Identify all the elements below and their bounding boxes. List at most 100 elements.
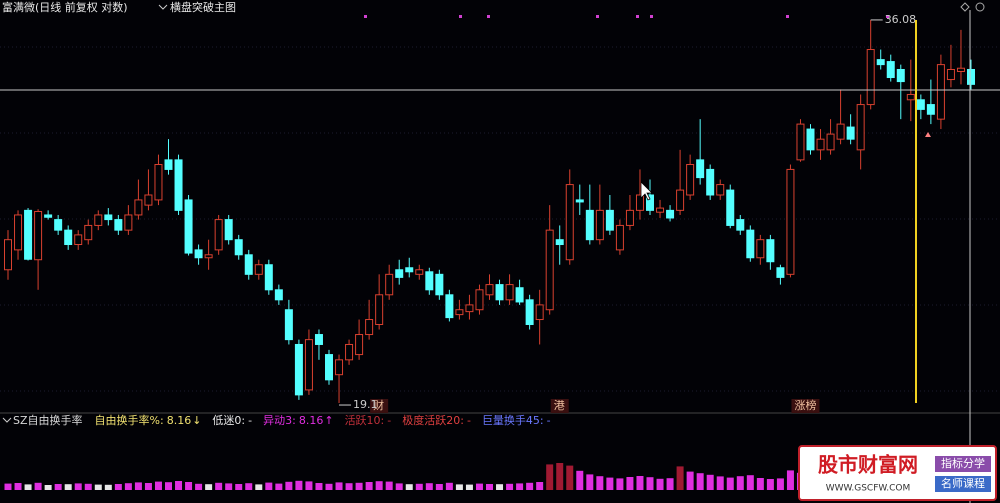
toolbar-icon[interactable] (975, 2, 985, 12)
candle-body (736, 219, 745, 231)
dropdown-icon[interactable] (2, 417, 12, 423)
legend-value: 8.16 (299, 414, 324, 427)
candle-body (335, 359, 344, 376)
candle-body (395, 269, 404, 278)
candle-body (826, 133, 835, 151)
candle-body (876, 59, 885, 66)
signal-dot (786, 15, 789, 18)
indicator-bar (415, 483, 423, 490)
candle-body (264, 264, 273, 291)
candle-body (124, 214, 133, 231)
candle-body (666, 209, 675, 219)
candle-body (44, 214, 53, 218)
indicator-bar (185, 482, 193, 490)
indicator-bar (676, 466, 684, 490)
candle-body (425, 271, 434, 291)
candle-body (926, 104, 935, 115)
signal-dot (886, 15, 889, 18)
candle-body (635, 194, 644, 211)
indicator-bar (255, 484, 263, 490)
candle-body (24, 209, 33, 260)
candle-body (244, 254, 253, 275)
indicator-bar (355, 482, 363, 490)
candle-body (284, 309, 293, 341)
candle-body (866, 49, 875, 106)
indicator-bar (205, 484, 213, 490)
candle-body (806, 128, 815, 151)
candle-body (375, 294, 384, 325)
candle-body (816, 138, 825, 151)
candle-body (515, 287, 524, 303)
watermark: 股市财富网 WWW.GSCFW.COM 指标分学 名师课程 (798, 445, 997, 501)
toolbar-icon[interactable] (960, 2, 970, 12)
candle-body (204, 254, 213, 259)
candle-body (856, 104, 865, 151)
candle-body (475, 289, 484, 311)
candle-body (304, 339, 313, 391)
indicator-bar (606, 477, 614, 490)
indicator-bar (295, 480, 303, 490)
candle-body (54, 219, 63, 231)
candle-body (94, 214, 103, 226)
indicator-bar (556, 463, 564, 490)
legend-value: - (387, 414, 391, 427)
indicator-bar (315, 483, 323, 490)
indicator-bar (165, 482, 172, 490)
candle-body (174, 159, 183, 211)
indicator-bar (516, 483, 524, 490)
candle-body (836, 123, 845, 140)
indicator-bar (776, 478, 784, 490)
candle-body (595, 209, 604, 241)
candle-body (575, 199, 584, 203)
candle-body (756, 239, 765, 259)
candle-body (967, 68, 975, 85)
indicator-bar (576, 470, 584, 490)
candle-body (164, 159, 173, 170)
candle-body (485, 284, 494, 296)
candle-body (74, 234, 83, 246)
candle-body (505, 284, 514, 301)
indicator-bar (114, 484, 122, 490)
indicator-bar (736, 476, 744, 490)
candle-body (405, 267, 414, 273)
dropdown-icon[interactable] (158, 4, 168, 10)
candle-body (605, 209, 614, 231)
candle-body (114, 219, 123, 231)
candle-body (84, 224, 93, 241)
indicator-bar (94, 484, 102, 490)
indicator-bar (64, 484, 72, 490)
indicator-bar (395, 483, 403, 490)
legend-value: 8.16 (167, 414, 192, 427)
candle-body (706, 168, 715, 196)
indicator-bar (656, 478, 664, 490)
indicator-bar (144, 483, 152, 490)
candle-body (535, 304, 544, 321)
candle-body (796, 123, 805, 161)
signal-dot (636, 15, 639, 18)
candle-body (786, 168, 795, 275)
indicator-bar (375, 481, 383, 490)
watermark-tag-box (935, 456, 991, 472)
indicator-bar (686, 471, 694, 490)
candle-body (345, 343, 354, 361)
indicator-bar (766, 479, 774, 490)
candle-body (686, 164, 695, 196)
candle-body (104, 214, 113, 221)
indicator-bar (726, 477, 734, 490)
indicator-bar (14, 483, 22, 490)
candle-body (676, 189, 685, 211)
signal-dot (459, 15, 462, 18)
legend-label: 巨量换手45: (482, 413, 544, 427)
candle-body (946, 68, 955, 81)
indicator-bar (626, 477, 634, 490)
indicator-bar (465, 484, 473, 490)
indicator-bar (325, 483, 333, 490)
candle-body (34, 211, 43, 261)
legend-arrow: ↑ (324, 414, 333, 427)
candle-body (896, 68, 905, 83)
watermark-tag: 指标分学 (941, 456, 985, 470)
candle-body (656, 207, 665, 213)
indicator-bar (54, 484, 62, 490)
candle-body (184, 199, 193, 254)
